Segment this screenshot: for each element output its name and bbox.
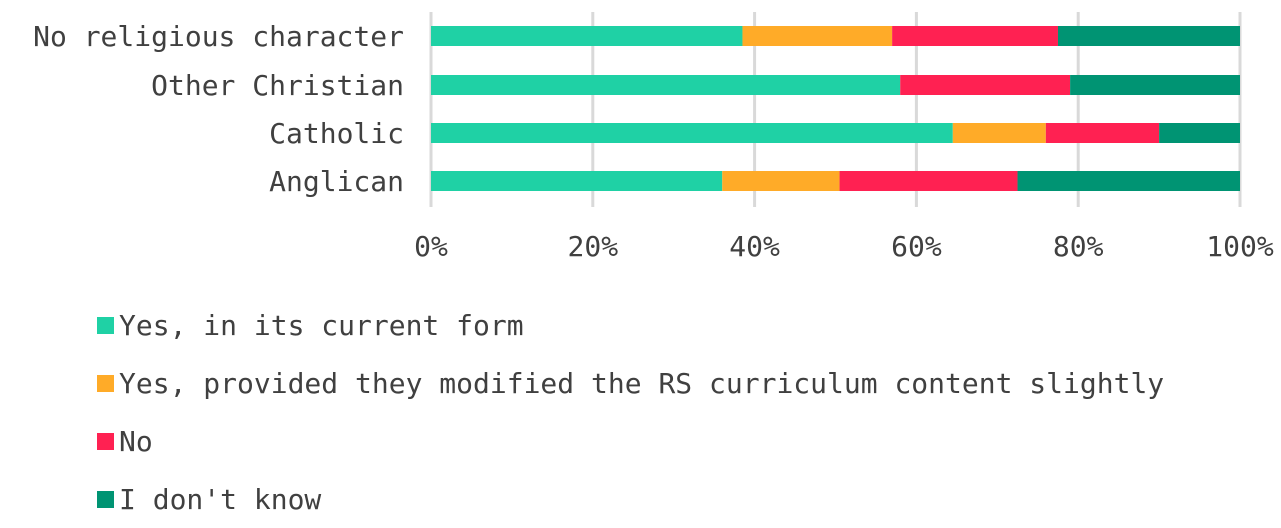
category-labels: No religious character Other Christian Cat… [33, 20, 404, 198]
bar-segment [431, 123, 953, 143]
bar-segment [1017, 171, 1240, 191]
bar-segment [431, 26, 743, 46]
legend-label: Yes, provided they modified the RS curri… [119, 366, 1165, 400]
bar-segment [1070, 75, 1240, 95]
category-label: No religious character [33, 20, 404, 53]
x-tick-label: 0% [414, 230, 448, 263]
legend-swatch [97, 432, 114, 450]
category-label: Anglican [269, 165, 404, 198]
legend-swatch [97, 316, 114, 334]
legend-item: I don't know [97, 470, 1164, 528]
bar-segment [1159, 123, 1240, 143]
bar-segment [952, 123, 1046, 143]
legend-item: Yes, provided they modified the RS curri… [97, 354, 1164, 412]
bar-segment [900, 75, 1071, 95]
legend-item: No [97, 412, 1164, 470]
x-tick-label: 100% [1206, 230, 1274, 263]
bar-segment [839, 171, 1018, 191]
legend-swatch [97, 490, 114, 508]
legend: Yes, in its current form Yes, provided th… [97, 296, 1164, 528]
bars [431, 26, 1240, 191]
bar-segment [892, 26, 1058, 46]
category-label: Catholic [269, 117, 404, 150]
bar-segment [431, 171, 723, 191]
legend-label: Yes, in its current form [119, 308, 524, 342]
legend-label: No [119, 424, 153, 458]
category-label: Other Christian [151, 69, 404, 102]
x-tick-labels: 0% 20% 40% 60% 80% 100% [414, 230, 1274, 263]
bar-segment [1045, 123, 1160, 143]
legend-item: Yes, in its current form [97, 296, 1164, 354]
stacked-bar-chart: No religious character Other Christian Cat… [33, 12, 1274, 263]
legend-swatch [97, 374, 114, 392]
legend-label: I don't know [119, 482, 322, 516]
x-tick-label: 20% [568, 230, 619, 263]
bar-segment [722, 171, 840, 191]
bar-segment [742, 26, 893, 46]
x-tick-label: 80% [1053, 230, 1104, 263]
x-tick-label: 60% [891, 230, 942, 263]
bar-segment [431, 75, 901, 95]
bar-segment [1057, 26, 1240, 46]
x-tick-label: 40% [729, 230, 780, 263]
